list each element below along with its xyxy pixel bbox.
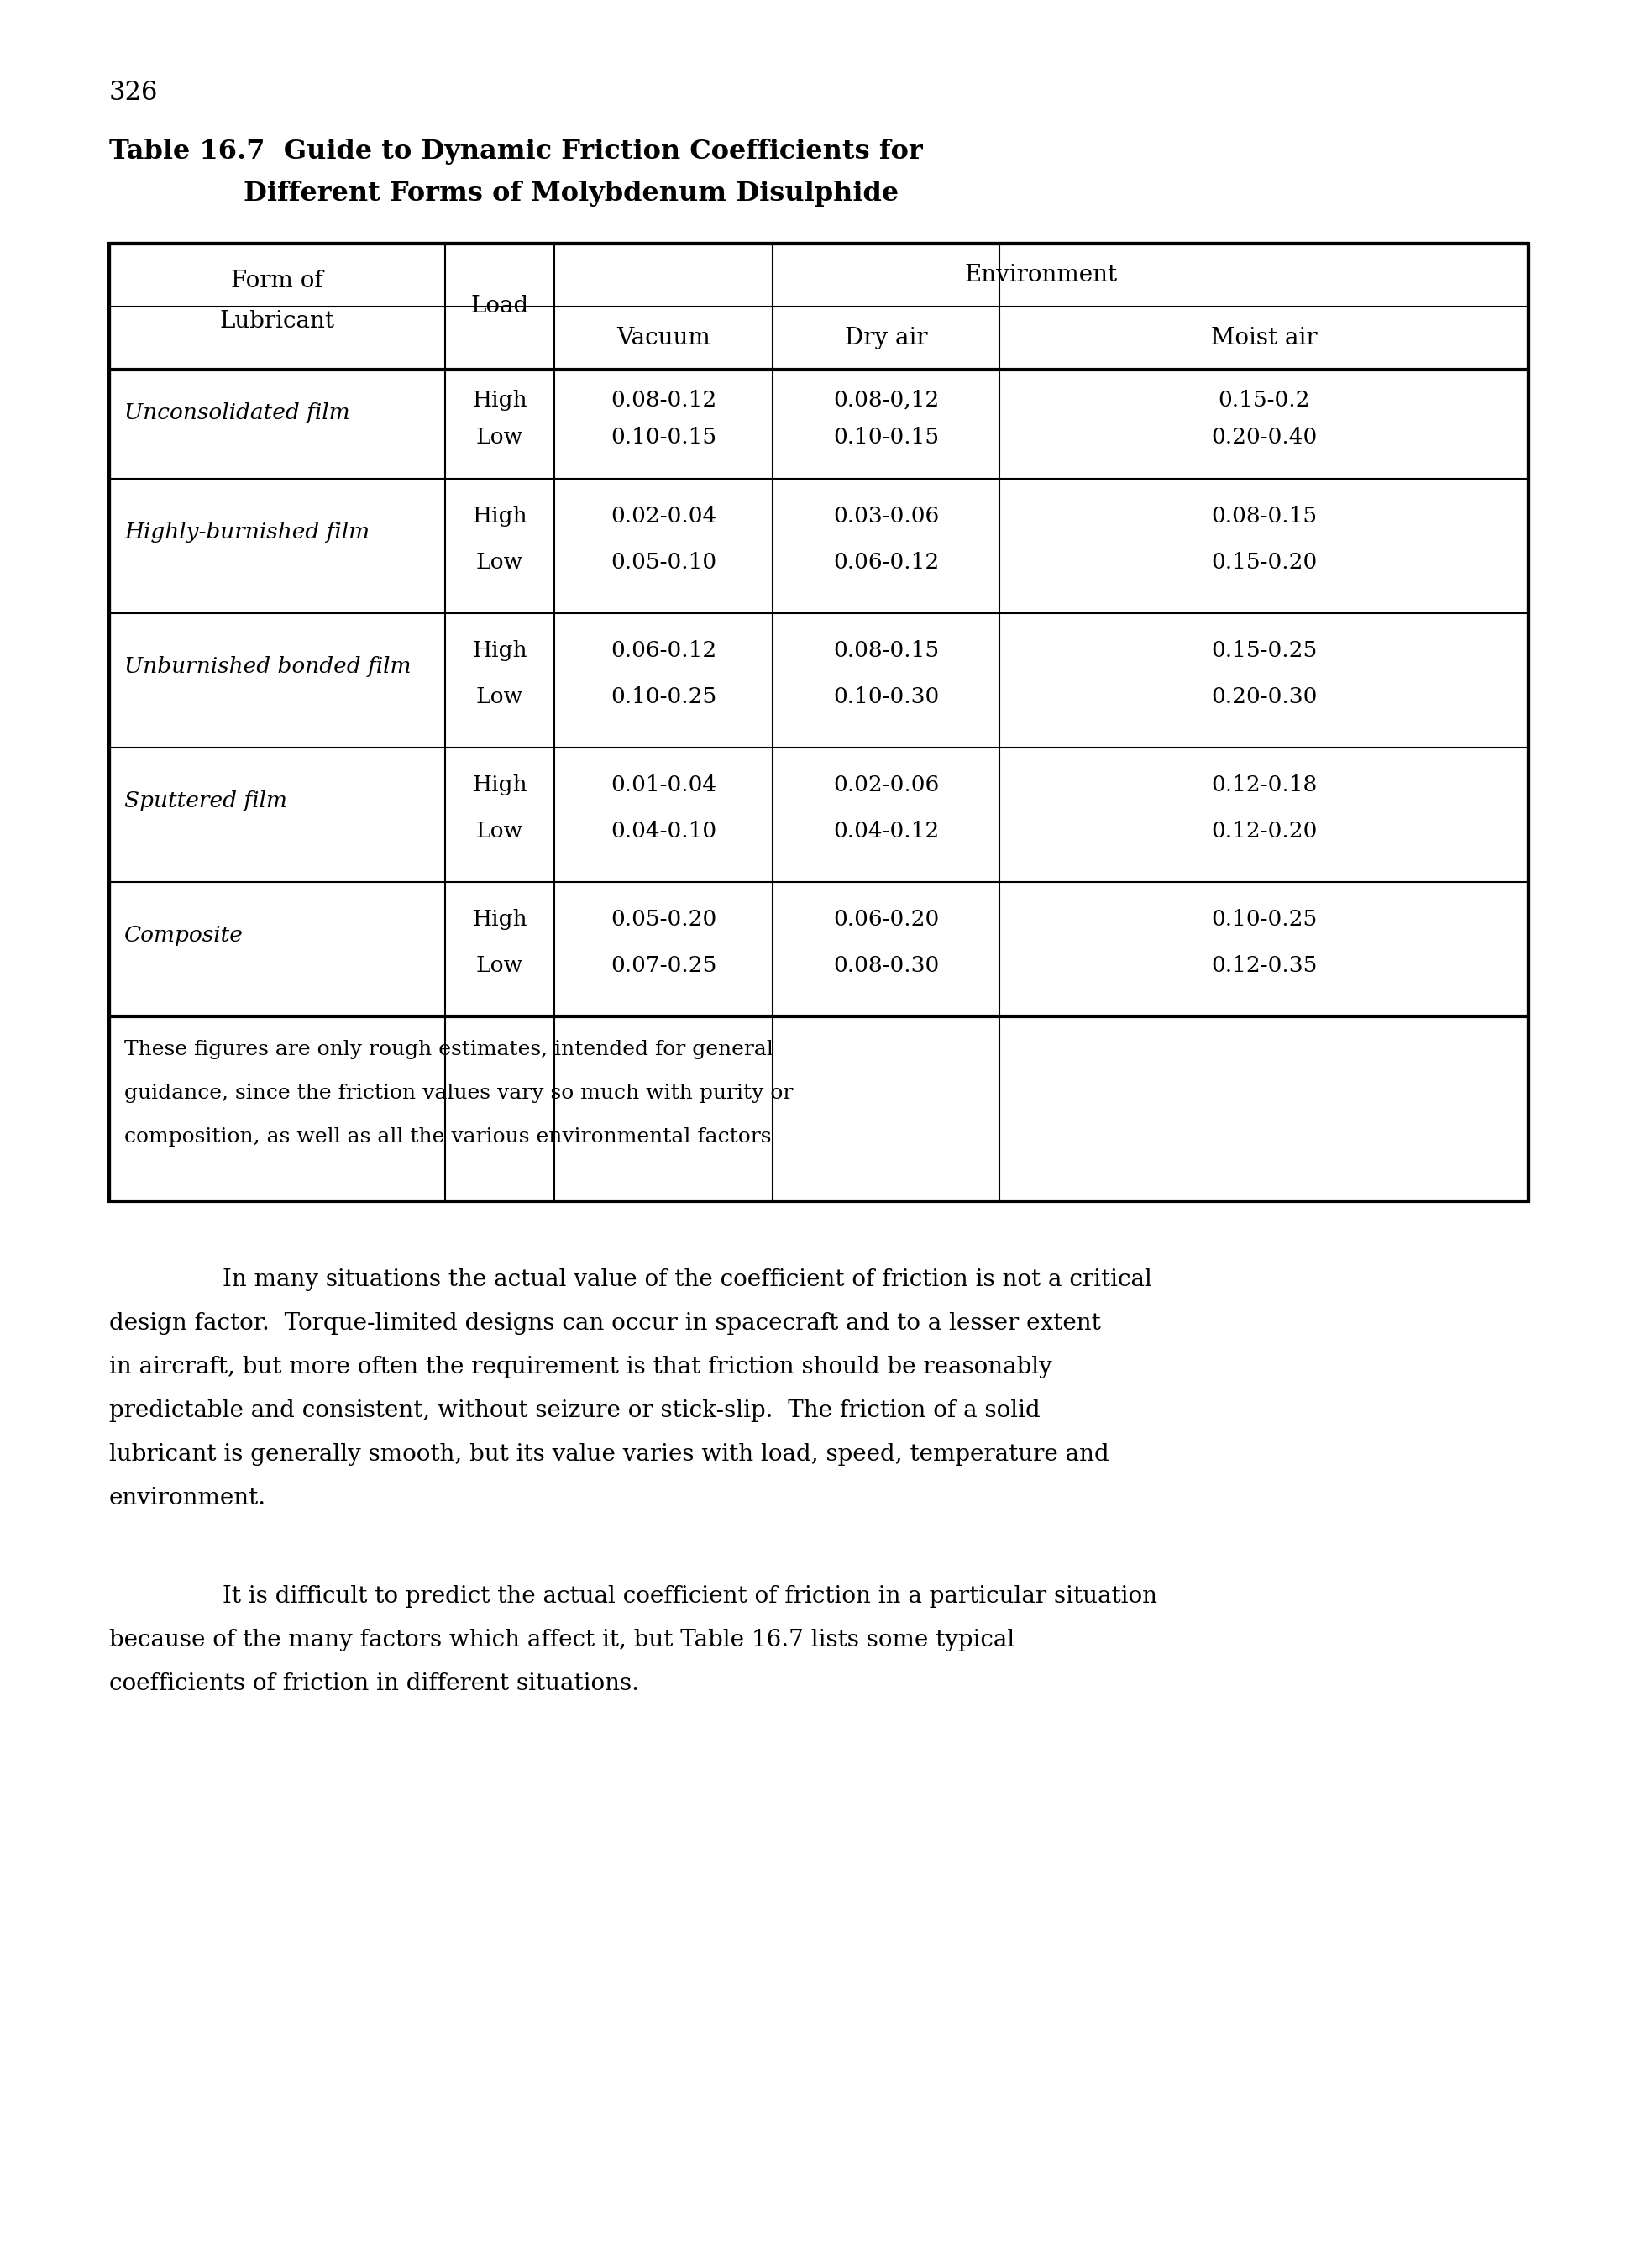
Text: lubricant is generally smooth, but its value varies with load, speed, temperatur: lubricant is generally smooth, but its v… — [110, 1442, 1109, 1465]
Text: 0.08-0.12: 0.08-0.12 — [610, 390, 717, 411]
Text: Low: Low — [476, 955, 523, 975]
Text: Dry air: Dry air — [845, 327, 927, 349]
Text: Vacuum: Vacuum — [617, 327, 711, 349]
Text: 0.01-0.04: 0.01-0.04 — [610, 776, 717, 796]
Text: design factor.  Torque-limited designs can occur in spacecraft and to a lesser e: design factor. Torque-limited designs ca… — [110, 1313, 1101, 1336]
Text: Unconsolidated film: Unconsolidated film — [125, 404, 350, 424]
Text: High: High — [473, 909, 527, 930]
Text: 0.20-0.40: 0.20-0.40 — [1211, 426, 1318, 447]
Text: 0.10-0.25: 0.10-0.25 — [1211, 909, 1318, 930]
Text: 0.10-0.15: 0.10-0.15 — [610, 426, 717, 447]
Text: 0.06-0.20: 0.06-0.20 — [834, 909, 939, 930]
Text: Environment: Environment — [965, 263, 1118, 286]
Text: 0.12-0.35: 0.12-0.35 — [1211, 955, 1318, 975]
Text: in aircraft, but more often the requirement is that friction should be reasonabl: in aircraft, but more often the requirem… — [110, 1356, 1052, 1379]
Text: 0.10-0.15: 0.10-0.15 — [834, 426, 939, 447]
Text: 0.20-0.30: 0.20-0.30 — [1211, 685, 1318, 708]
Text: Different Forms of Molybdenum Disulphide: Different Forms of Molybdenum Disulphide — [243, 181, 899, 206]
Text: Form of: Form of — [231, 270, 323, 293]
Text: 0.12-0.20: 0.12-0.20 — [1211, 821, 1318, 841]
Text: 0.10-0.25: 0.10-0.25 — [610, 685, 717, 708]
Text: predictable and consistent, without seizure or stick-slip.  The friction of a so: predictable and consistent, without seiz… — [110, 1399, 1040, 1422]
Text: 0.02-0.06: 0.02-0.06 — [834, 776, 939, 796]
Text: Low: Low — [476, 685, 523, 708]
Text: In many situations the actual value of the coefficient of friction is not a crit: In many situations the actual value of t… — [223, 1268, 1152, 1290]
Text: 0.12-0.18: 0.12-0.18 — [1211, 776, 1318, 796]
Text: Sputtered film: Sputtered film — [125, 792, 287, 812]
Text: 0.04-0.12: 0.04-0.12 — [834, 821, 939, 841]
Text: coefficients of friction in different situations.: coefficients of friction in different si… — [110, 1672, 638, 1694]
Text: 0.15-0.25: 0.15-0.25 — [1211, 640, 1318, 662]
Text: 0.05-0.20: 0.05-0.20 — [610, 909, 717, 930]
Text: High: High — [473, 390, 527, 411]
Text: 0.08-0.30: 0.08-0.30 — [834, 955, 939, 975]
Text: 0.08-0,12: 0.08-0,12 — [834, 390, 939, 411]
Text: 0.04-0.10: 0.04-0.10 — [610, 821, 717, 841]
Text: environment.: environment. — [110, 1488, 266, 1510]
Text: High: High — [473, 776, 527, 796]
Text: 0.07-0.25: 0.07-0.25 — [610, 955, 717, 975]
Text: These figures are only rough estimates, intended for general: These figures are only rough estimates, … — [125, 1041, 773, 1059]
Text: Low: Low — [476, 551, 523, 572]
Text: 0.06-0.12: 0.06-0.12 — [834, 551, 939, 572]
Text: 0.15-0.20: 0.15-0.20 — [1211, 551, 1318, 572]
Text: High: High — [473, 506, 527, 526]
Text: Load: Load — [471, 295, 528, 318]
Text: It is difficult to predict the actual coefficient of friction in a particular si: It is difficult to predict the actual co… — [223, 1585, 1157, 1608]
Text: 0.03-0.06: 0.03-0.06 — [834, 506, 939, 526]
Text: composition, as well as all the various environmental factors: composition, as well as all the various … — [125, 1127, 771, 1148]
Text: 0.05-0.10: 0.05-0.10 — [610, 551, 717, 572]
Text: Lubricant: Lubricant — [220, 311, 335, 333]
Text: 0.08-0.15: 0.08-0.15 — [1211, 506, 1316, 526]
Text: 326: 326 — [110, 79, 158, 107]
Text: Composite: Composite — [125, 925, 243, 946]
Text: Moist air: Moist air — [1211, 327, 1318, 349]
Text: 0.02-0.04: 0.02-0.04 — [610, 506, 717, 526]
Text: Low: Low — [476, 821, 523, 841]
Text: Unburnished bonded film: Unburnished bonded film — [125, 655, 412, 678]
Text: Low: Low — [476, 426, 523, 447]
Text: 0.15-0.2: 0.15-0.2 — [1218, 390, 1310, 411]
Text: Table 16.7  Guide to Dynamic Friction Coefficients for: Table 16.7 Guide to Dynamic Friction Coe… — [110, 138, 922, 166]
Text: Highly-burnished film: Highly-burnished film — [125, 522, 369, 542]
Text: because of the many factors which affect it, but Table 16.7 lists some typical: because of the many factors which affect… — [110, 1628, 1014, 1651]
Text: guidance, since the friction values vary so much with purity or: guidance, since the friction values vary… — [125, 1084, 793, 1102]
Text: High: High — [473, 640, 527, 662]
Text: 0.10-0.30: 0.10-0.30 — [834, 685, 939, 708]
Text: 0.06-0.12: 0.06-0.12 — [610, 640, 717, 662]
Text: 0.08-0.15: 0.08-0.15 — [834, 640, 939, 662]
